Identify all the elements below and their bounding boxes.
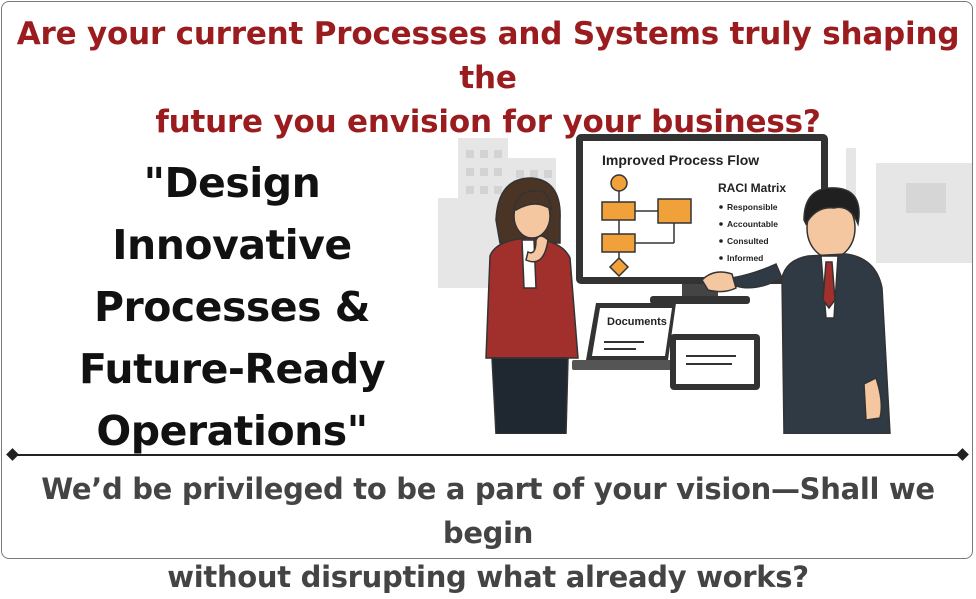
quote-line-4: Operations": [96, 407, 368, 455]
headline: Are your current Processes and Systems t…: [0, 12, 976, 144]
raci-item-consulted: Consulted: [727, 236, 769, 246]
business-meeting-illustration: Improved Process Flow RACI Matrix Respon…: [438, 134, 972, 434]
footer-invitation: We’d be privileged to be a part of your …: [0, 467, 976, 599]
raci-item-accountable: Accountable: [727, 219, 778, 229]
raci-bullets: [719, 205, 723, 260]
raci-title: RACI Matrix: [718, 181, 786, 195]
footer-line-1: We’d be privileged to be a part of your …: [41, 472, 935, 550]
section-divider: [10, 454, 966, 456]
process-flowchart: [601, 174, 692, 278]
quote-line-1: "Design Innovative: [112, 159, 352, 269]
monitor-title: Improved Process Flow: [602, 152, 759, 168]
tagline-quote: "Design Innovative Processes & Future-Re…: [18, 152, 446, 462]
laptop-label: Documents: [607, 316, 667, 328]
headline-line-1: Are your current Processes and Systems t…: [16, 16, 960, 96]
tablet: [670, 334, 760, 390]
woman-figure: [485, 177, 579, 434]
man-figure: [701, 187, 891, 434]
raci-item-responsible: Responsible: [727, 202, 778, 212]
raci-item-informed: Informed: [727, 253, 763, 263]
quote-line-3: Future-Ready: [78, 345, 386, 393]
quote-line-2: Processes &: [93, 283, 371, 331]
laptop: [572, 303, 684, 370]
